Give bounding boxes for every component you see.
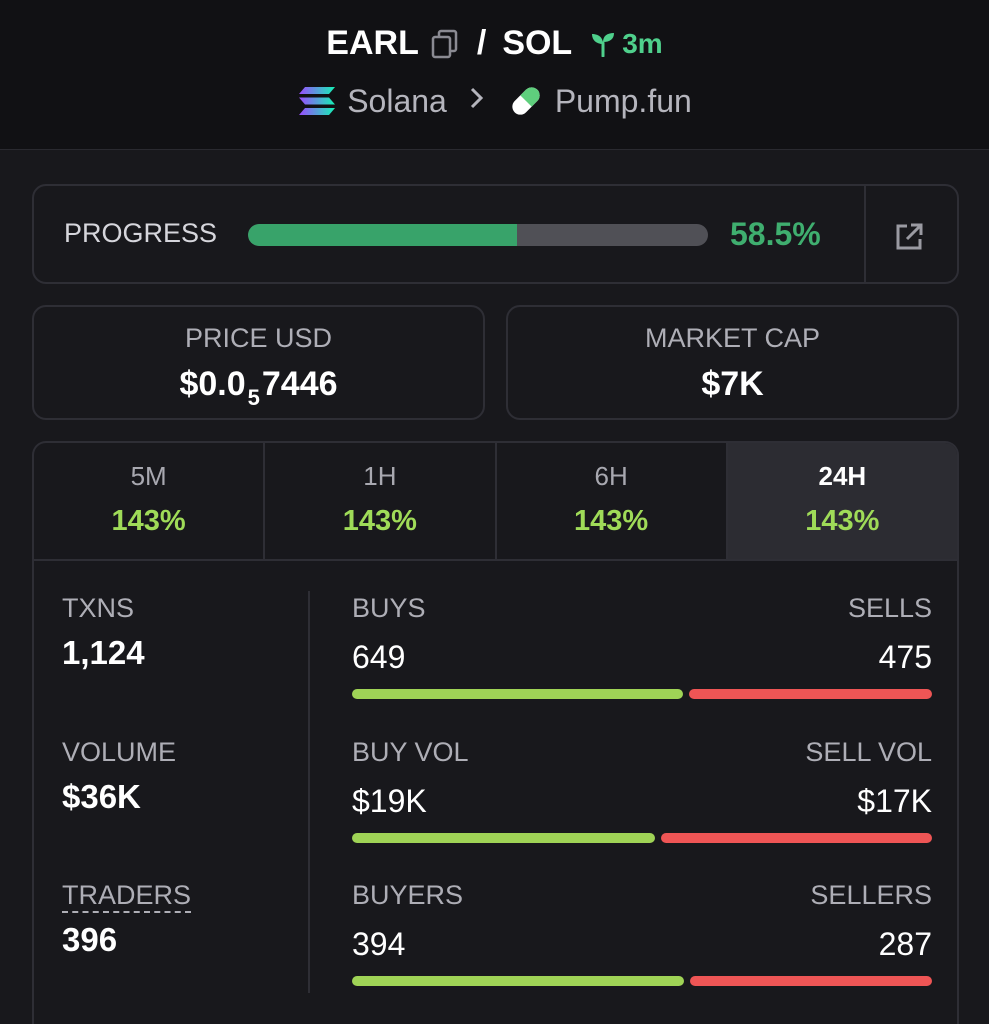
tab-label: 24H (818, 461, 867, 491)
sellers-value: 287 (878, 926, 932, 962)
sprout-icon (592, 32, 615, 57)
market-cap-label: MARKET CAP (644, 323, 821, 353)
buyers-sellers-row: BUYERS SELLERS 394 287 (352, 880, 932, 990)
sell-bar (661, 833, 932, 843)
buy-vol-value: $19K (352, 783, 427, 819)
column-divider (308, 591, 310, 993)
tab-change: 143% (111, 505, 186, 537)
buyers-sellers-bar (352, 976, 932, 986)
tab-label: 5M (130, 461, 167, 491)
buys-sells-bar (352, 689, 932, 699)
market-cap-card: MARKET CAP $7K (506, 305, 959, 420)
buy-sell-volume-row: BUY VOL SELL VOL $19K $17K (352, 737, 932, 847)
tab-24h[interactable]: 24H 143% (727, 443, 957, 559)
tab-1h[interactable]: 1H 143% (265, 443, 497, 559)
bonding-progress-card: PROGRESS 58.5% (32, 184, 959, 284)
buys-sells-row: BUYS SELLS 649 475 (352, 593, 932, 703)
chevron-right-icon (469, 84, 485, 118)
progress-bar-fill (248, 224, 518, 246)
pill-icon (507, 82, 545, 120)
price-digits: 7446 (261, 365, 338, 403)
tab-label: 6H (594, 461, 628, 491)
buy-bar (352, 689, 683, 699)
external-link-icon[interactable] (892, 220, 926, 254)
price-usd-label: PRICE USD (184, 323, 333, 353)
txns-label: TXNS (62, 593, 135, 623)
platform-name[interactable]: Pump.fun (554, 82, 692, 119)
buy-vol-label: BUY VOL (352, 737, 469, 767)
traders-label-wrap: TRADERS (62, 880, 312, 913)
progress-value: 58.5% (730, 216, 821, 252)
sellers-label: SELLERS (810, 880, 932, 910)
market-cap-value: $7K (701, 365, 764, 403)
sells-label: SELLS (847, 593, 932, 623)
pair-separator: / (476, 24, 487, 62)
volume-value: $36K (62, 778, 141, 815)
buy-bar (352, 833, 655, 843)
pair-age: 3m (590, 27, 663, 60)
pair-title: EARL / SOL 3m (0, 24, 989, 63)
price-prefix: $0.0 (179, 365, 246, 403)
txns-stat: TXNS 1,124 (62, 593, 312, 672)
sell-vol-value: $17K (857, 783, 932, 819)
buys-value: 649 (352, 639, 406, 675)
solana-icon (297, 85, 337, 117)
quote-symbol: SOL (502, 24, 573, 62)
token-symbol[interactable]: EARL (326, 24, 419, 62)
price-usd-value: $0.057446 (34, 365, 483, 411)
divider (864, 186, 866, 282)
volume-stat: VOLUME $36K (62, 737, 312, 816)
txns-value: 1,124 (62, 634, 145, 671)
timeframe-tabs: 5M 143% 1H 143% 6H 143% 24H 143% (34, 443, 957, 561)
buys-label: BUYS (352, 593, 426, 623)
sell-vol-label: SELL VOL (805, 737, 932, 767)
buy-bar (352, 976, 684, 986)
price-zero-count: 5 (247, 385, 260, 410)
price-usd-card: PRICE USD $0.057446 (32, 305, 485, 420)
progress-bar (248, 224, 708, 246)
tab-change: 143% (574, 505, 649, 537)
buyers-label: BUYERS (352, 880, 464, 910)
buy-sell-volume-bar (352, 833, 932, 843)
traders-stat: TRADERS 396 (62, 880, 312, 959)
buyers-value: 394 (352, 926, 406, 962)
progress-label: PROGRESS (64, 218, 218, 248)
tab-change: 143% (342, 505, 417, 537)
pair-age-value: 3m (622, 27, 663, 59)
pair-header: EARL / SOL 3m (0, 0, 989, 150)
chain-name[interactable]: Solana (347, 82, 447, 119)
sells-value: 475 (878, 639, 932, 675)
sell-bar (690, 976, 932, 986)
tab-6h[interactable]: 6H 143% (497, 443, 728, 559)
tab-5m[interactable]: 5M 143% (34, 443, 266, 559)
tab-change: 143% (805, 505, 880, 537)
traders-label[interactable]: TRADERS (62, 880, 192, 913)
traders-value: 396 (62, 921, 118, 958)
copy-icon[interactable] (431, 29, 459, 59)
tab-label: 1H (363, 461, 397, 491)
stats-card: 5M 143% 1H 143% 6H 143% 24H 143% TXNS 1,… (32, 441, 959, 1024)
breadcrumb: Solana Pump.fun (0, 82, 989, 120)
sell-bar (689, 689, 932, 699)
volume-label: VOLUME (62, 737, 177, 767)
